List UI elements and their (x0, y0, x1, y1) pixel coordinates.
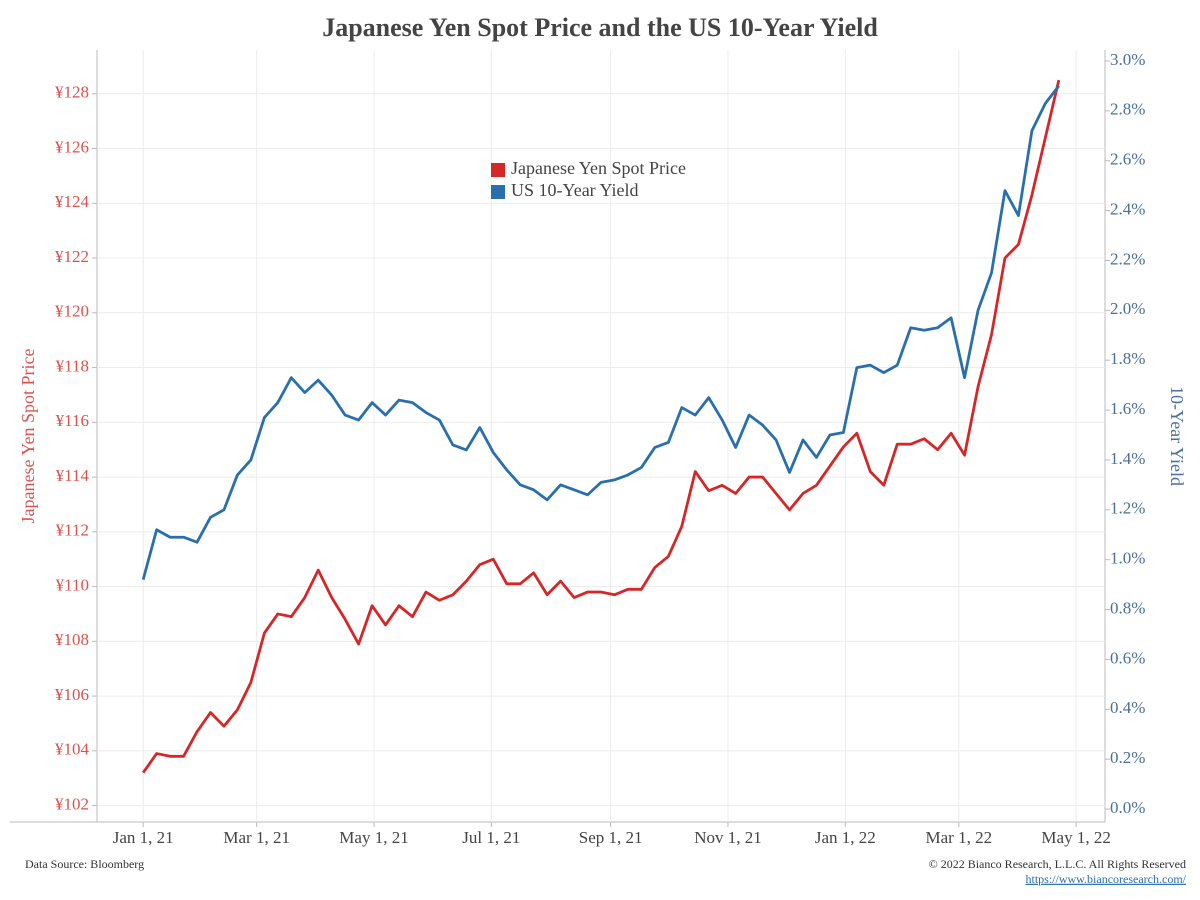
y2-tick-label: 2.6% (1110, 150, 1145, 169)
legend-label: Japanese Yen Spot Price (511, 158, 686, 178)
y2-tick-label: 1.4% (1110, 449, 1145, 468)
legend-label: US 10-Year Yield (511, 180, 639, 200)
legend-swatch (491, 163, 505, 177)
y-tick-label: ¥102 (55, 794, 89, 813)
y2-tick-label: 1.8% (1110, 349, 1145, 368)
y2-tick-label: 0.8% (1110, 598, 1145, 617)
y-tick-label: ¥122 (55, 247, 89, 266)
x-tick-label: Sep 1, 21 (579, 828, 643, 847)
y-tick-label: ¥106 (55, 685, 89, 704)
x-tick-label: Mar 1, 21 (223, 828, 290, 847)
series-line (141, 85, 1060, 580)
y2-tick-label: 3.0% (1110, 50, 1145, 69)
y-axis-label: Japanese Yen Spot Price (18, 349, 38, 524)
y2-tick-label: 1.0% (1110, 549, 1145, 568)
x-tick-label: Jan 1, 22 (815, 828, 876, 847)
y2-tick-label: 0.6% (1110, 648, 1145, 667)
y2-tick-label: 0.0% (1110, 798, 1145, 817)
y2-tick-label: 1.2% (1110, 499, 1145, 518)
source-link[interactable]: https://www.biancoresearch.com/ (1025, 872, 1186, 886)
copyright-note: © 2022 Bianco Research, L.L.C. All Right… (929, 857, 1186, 871)
y-tick-label: ¥126 (55, 137, 89, 156)
x-tick-label: Jul 1, 21 (462, 828, 520, 847)
y2-tick-label: 2.8% (1110, 100, 1145, 119)
y-tick-label: ¥114 (56, 466, 90, 485)
y2-axis-label: 10-Year Yield (1167, 386, 1187, 486)
y-tick-label: ¥120 (55, 302, 89, 321)
chart-title: Japanese Yen Spot Price and the US 10-Ye… (322, 13, 878, 42)
y-tick-label: ¥112 (56, 521, 89, 540)
y-tick-label: ¥124 (55, 192, 90, 211)
y-tick-label: ¥118 (56, 356, 89, 375)
x-tick-label: May 1, 21 (339, 828, 408, 847)
y2-tick-label: 2.2% (1110, 249, 1145, 268)
x-tick-label: Nov 1, 21 (694, 828, 762, 847)
x-tick-label: May 1, 22 (1041, 828, 1110, 847)
y2-tick-label: 2.0% (1110, 299, 1145, 318)
y-tick-label: ¥104 (55, 740, 90, 759)
y2-tick-label: 1.6% (1110, 399, 1145, 418)
y-tick-label: ¥116 (56, 411, 89, 430)
y-tick-label: ¥108 (55, 630, 89, 649)
y-tick-label: ¥128 (55, 83, 89, 102)
x-tick-label: Jan 1, 21 (113, 828, 174, 847)
x-tick-label: Mar 1, 22 (926, 828, 993, 847)
y2-tick-label: 0.2% (1110, 748, 1145, 767)
y-tick-label: ¥110 (56, 575, 89, 594)
y2-tick-label: 2.4% (1110, 199, 1145, 218)
source-note: Data Source: Bloomberg (25, 857, 144, 871)
legend-swatch (491, 185, 505, 199)
series-line (142, 79, 1061, 774)
y2-tick-label: 0.4% (1110, 698, 1145, 717)
